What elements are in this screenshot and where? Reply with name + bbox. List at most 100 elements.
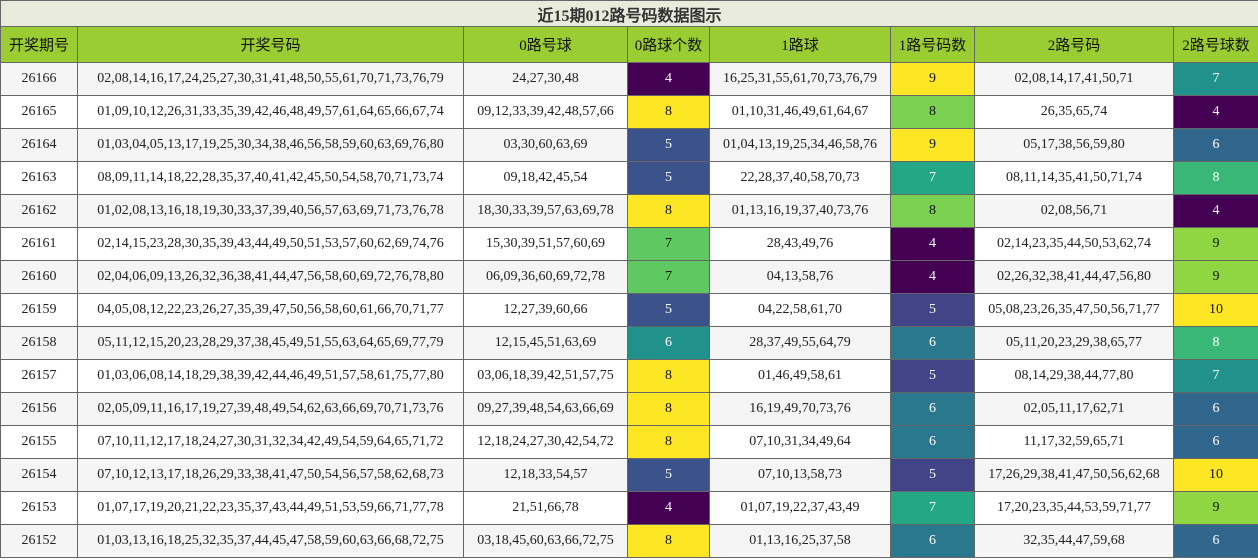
count-cell: 9 (1172, 227, 1258, 261)
count-cell: 7 (890, 491, 975, 525)
numbers-cell: 01,03,04,05,13,17,19,25,30,34,38,46,56,5… (77, 128, 464, 162)
count-cell: 4 (627, 491, 710, 525)
table-row: 26163 08,09,11,14,18,22,28,35,37,40,41,42… (0, 161, 1258, 195)
numbers-cell: 03,18,45,60,63,66,72,75 (463, 524, 628, 558)
period-cell: 26152 (0, 524, 78, 558)
numbers-cell: 28,43,49,76 (709, 227, 891, 261)
column-header: 2路号码 (974, 26, 1174, 63)
table-row: 26164 01,03,04,05,13,17,19,25,30,34,38,46… (0, 128, 1258, 162)
numbers-cell: 02,14,23,35,44,50,53,62,74 (974, 227, 1174, 261)
numbers-cell: 03,30,60,63,69 (463, 128, 628, 162)
numbers-cell: 01,09,10,12,26,31,33,35,39,42,46,48,49,5… (77, 95, 464, 129)
count-cell: 5 (627, 458, 710, 492)
count-cell: 4 (1172, 95, 1258, 129)
period-cell: 26155 (0, 425, 78, 459)
numbers-cell: 12,18,33,54,57 (463, 458, 628, 492)
numbers-cell: 16,25,31,55,61,70,73,76,79 (709, 62, 891, 96)
count-cell: 5 (627, 293, 710, 327)
count-cell: 8 (627, 194, 710, 228)
count-cell: 8 (890, 194, 975, 228)
numbers-cell: 12,15,45,51,63,69 (463, 326, 628, 360)
numbers-cell: 01,03,06,08,14,18,29,38,39,42,44,46,49,5… (77, 359, 464, 393)
numbers-cell: 07,10,11,12,17,18,24,27,30,31,32,34,42,4… (77, 425, 464, 459)
table-row: 26166 02,08,14,16,17,24,25,27,30,31,41,48… (0, 62, 1258, 96)
count-cell: 6 (627, 326, 710, 360)
numbers-cell: 21,51,66,78 (463, 491, 628, 525)
numbers-cell: 06,09,36,60,69,72,78 (463, 260, 628, 294)
numbers-cell: 15,30,39,51,57,60,69 (463, 227, 628, 261)
numbers-cell: 02,08,14,16,17,24,25,27,30,31,41,48,50,5… (77, 62, 464, 96)
column-header: 开奖号码 (77, 26, 464, 63)
table-row: 26159 04,05,08,12,22,23,26,27,35,39,47,50… (0, 293, 1258, 327)
table-row: 26155 07,10,11,12,17,18,24,27,30,31,32,34… (0, 425, 1258, 459)
period-cell: 26160 (0, 260, 78, 294)
period-cell: 26158 (0, 326, 78, 360)
count-cell: 7 (890, 161, 975, 195)
numbers-cell: 02,08,56,71 (974, 194, 1174, 228)
table-row: 26154 07,10,12,13,17,18,26,29,33,38,41,47… (0, 458, 1258, 492)
count-cell: 6 (1172, 392, 1258, 426)
column-header: 1路球 (709, 26, 891, 63)
count-cell: 5 (890, 359, 975, 393)
table-row: 26160 02,04,06,09,13,26,32,36,38,41,44,47… (0, 260, 1258, 294)
numbers-cell: 05,08,23,26,35,47,50,56,71,77 (974, 293, 1174, 327)
numbers-cell: 01,46,49,58,61 (709, 359, 891, 393)
count-cell: 5 (627, 128, 710, 162)
numbers-cell: 09,27,39,48,54,63,66,69 (463, 392, 628, 426)
count-cell: 4 (890, 227, 975, 261)
numbers-cell: 01,03,13,16,18,25,32,35,37,44,45,47,58,5… (77, 524, 464, 558)
period-cell: 26159 (0, 293, 78, 327)
numbers-cell: 05,11,20,23,29,38,65,77 (974, 326, 1174, 360)
period-cell: 26154 (0, 458, 78, 492)
count-cell: 5 (890, 293, 975, 327)
count-cell: 6 (890, 425, 975, 459)
count-cell: 8 (627, 359, 710, 393)
numbers-cell: 02,05,11,17,62,71 (974, 392, 1174, 426)
count-cell: 4 (1172, 194, 1258, 228)
table-row: 26157 01,03,06,08,14,18,29,38,39,42,44,46… (0, 359, 1258, 393)
count-cell: 10 (1172, 458, 1258, 492)
count-cell: 9 (1172, 260, 1258, 294)
column-header: 0路球个数 (627, 26, 710, 63)
count-cell: 8 (627, 392, 710, 426)
numbers-cell: 01,07,19,22,37,43,49 (709, 491, 891, 525)
count-cell: 6 (1172, 524, 1258, 558)
numbers-cell: 07,10,12,13,17,18,26,29,33,38,41,47,50,5… (77, 458, 464, 492)
column-header: 2路号球数 (1172, 26, 1258, 63)
count-cell: 5 (627, 161, 710, 195)
numbers-cell: 07,10,31,34,49,64 (709, 425, 891, 459)
numbers-cell: 01,07,17,19,20,21,22,23,35,37,43,44,49,5… (77, 491, 464, 525)
numbers-cell: 02,08,14,17,41,50,71 (974, 62, 1174, 96)
numbers-cell: 01,13,16,19,37,40,73,76 (709, 194, 891, 228)
numbers-cell: 02,14,15,23,28,30,35,39,43,44,49,50,51,5… (77, 227, 464, 261)
count-cell: 9 (890, 128, 975, 162)
count-cell: 4 (627, 62, 710, 96)
table-row: 26165 01,09,10,12,26,31,33,35,39,42,46,48… (0, 95, 1258, 129)
count-cell: 8 (890, 95, 975, 129)
numbers-cell: 02,26,32,38,41,44,47,56,80 (974, 260, 1174, 294)
table-row: 26152 01,03,13,16,18,25,32,35,37,44,45,47… (0, 524, 1258, 558)
period-cell: 26163 (0, 161, 78, 195)
count-cell: 6 (890, 524, 975, 558)
count-cell: 8 (627, 425, 710, 459)
count-cell: 9 (890, 62, 975, 96)
column-header: 开奖期号 (0, 26, 78, 63)
numbers-cell: 32,35,44,47,59,68 (974, 524, 1174, 558)
count-cell: 7 (1172, 62, 1258, 96)
count-cell: 7 (1172, 359, 1258, 393)
numbers-cell: 04,22,58,61,70 (709, 293, 891, 327)
count-cell: 5 (890, 458, 975, 492)
table-row: 26158 05,11,12,15,20,23,28,29,37,38,45,49… (0, 326, 1258, 360)
numbers-cell: 04,13,58,76 (709, 260, 891, 294)
count-cell: 6 (890, 392, 975, 426)
count-cell: 10 (1172, 293, 1258, 327)
numbers-cell: 09,12,33,39,42,48,57,66 (463, 95, 628, 129)
numbers-cell: 02,05,09,11,16,17,19,27,39,48,49,54,62,6… (77, 392, 464, 426)
numbers-cell: 07,10,13,58,73 (709, 458, 891, 492)
count-cell: 8 (627, 524, 710, 558)
table-row: 26153 01,07,17,19,20,21,22,23,35,37,43,44… (0, 491, 1258, 525)
count-cell: 9 (1172, 491, 1258, 525)
table-row: 26156 02,05,09,11,16,17,19,27,39,48,49,54… (0, 392, 1258, 426)
